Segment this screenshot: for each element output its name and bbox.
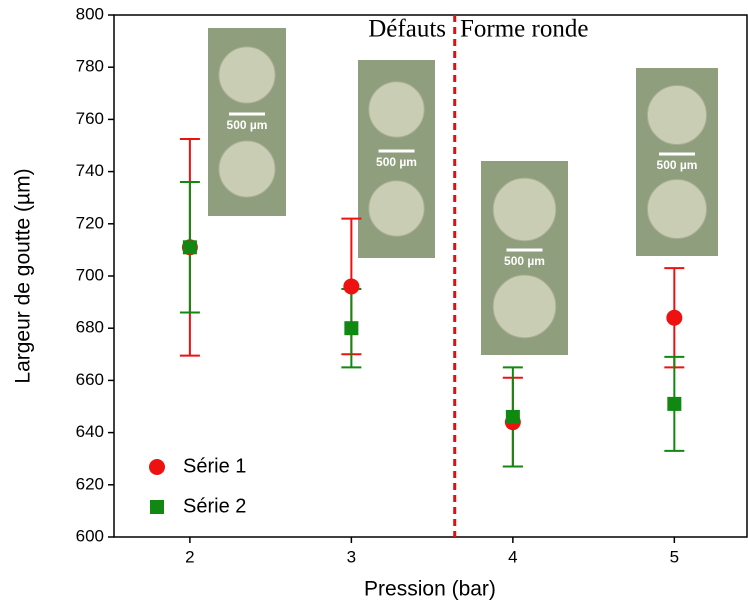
x-tick-label: 5 <box>670 547 679 566</box>
y-tick-label: 700 <box>76 265 104 284</box>
y-axis-title: Largeur de goutte (µm) <box>12 168 35 383</box>
annotation: Forme ronde <box>460 16 588 43</box>
inset-drop <box>368 180 425 237</box>
legend-label: Série 1 <box>183 455 246 477</box>
inset-drop <box>218 46 276 104</box>
inset-scale-label: 500 µm <box>376 155 417 169</box>
y-tick-label: 760 <box>76 109 104 128</box>
point <box>344 321 359 336</box>
y-tick-label: 800 <box>76 4 104 23</box>
y-tick-label: 720 <box>76 213 104 232</box>
inset-drop <box>492 274 557 339</box>
y-tick-label: 780 <box>76 57 104 76</box>
point <box>182 240 197 255</box>
x-tick-label: 4 <box>508 547 517 566</box>
y-tick-label: 620 <box>76 474 104 493</box>
point <box>505 409 520 424</box>
legend-marker <box>150 500 164 514</box>
legend-label: Série 2 <box>183 495 246 517</box>
inset-scale-label: 500 µm <box>227 118 268 132</box>
legend-marker <box>149 459 165 475</box>
point <box>343 278 360 295</box>
inset-scale-label: 500 µm <box>657 158 698 172</box>
inset-scale-label: 500 µm <box>504 254 545 268</box>
y-tick-label: 600 <box>76 526 104 545</box>
inset-drop <box>646 84 708 146</box>
y-tick-label: 660 <box>76 370 104 389</box>
y-tick-label: 640 <box>76 422 104 441</box>
point <box>666 309 683 326</box>
annotation: Défauts <box>368 16 446 43</box>
inset-drop <box>368 81 425 138</box>
point <box>667 396 682 411</box>
inset-drop <box>646 178 708 240</box>
inset-drop <box>218 140 276 198</box>
inset-drop <box>492 177 557 242</box>
x-axis-title: Pression (bar) <box>364 578 496 601</box>
y-tick-label: 680 <box>76 318 104 337</box>
x-tick-label: 2 <box>185 547 194 566</box>
x-tick-label: 3 <box>347 547 356 566</box>
y-tick-label: 740 <box>76 161 104 180</box>
